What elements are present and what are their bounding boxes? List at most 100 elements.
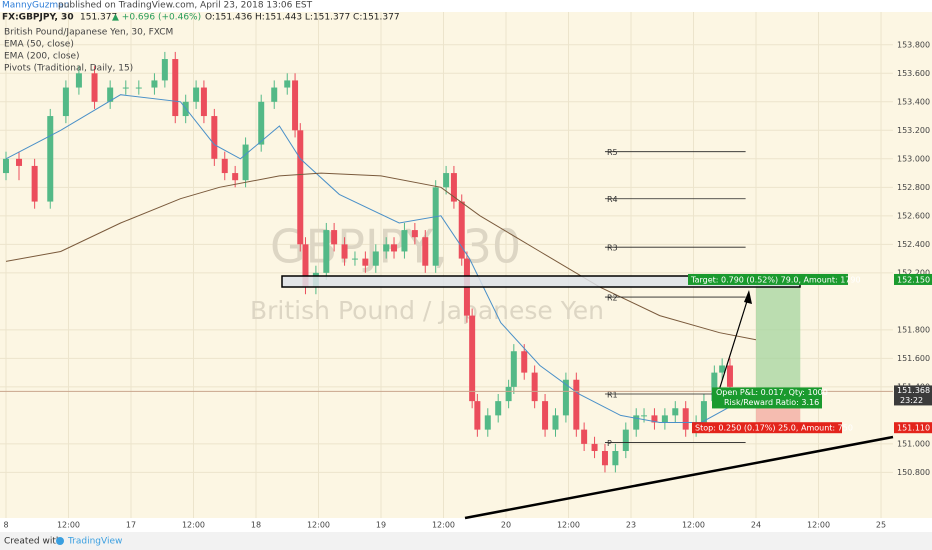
candle-body [521,351,528,373]
x-tick-label: 12:00 [432,521,455,530]
author: MannyGuzman [2,1,69,11]
pivot-label: R2 [607,294,618,303]
stop-price-box [894,422,932,434]
candle-body [351,258,358,260]
candle-body [242,144,249,181]
candle-body [542,401,549,430]
change: ▲ +0.696 (+0.46%) [112,13,201,23]
x-tick-label: 20 [501,521,511,530]
candle-body [383,244,390,252]
y-tick-label: 152.400 [897,240,930,249]
candle-body [495,401,502,416]
footer-bar [0,532,932,550]
candle-body [711,372,718,402]
published: published on TradingView.com, April 23, … [58,1,313,11]
pnl-box [712,387,822,409]
candle-body [573,379,580,430]
candle-body [469,315,476,402]
stop-text: Stop: 0.250 (0.17%) 25.0, Amount: 750 [695,424,853,433]
x-tick-label: 24 [751,521,761,530]
candle-body [135,87,142,89]
y-tick-label: 150.800 [897,468,930,477]
ema-line [5,172,757,341]
legend-entry: EMA (50, close) [4,40,74,50]
candle-body [672,408,679,416]
candle-body [601,451,608,466]
candle-body [422,237,429,266]
x-tick-label: 12:00 [807,521,830,530]
candle-body [633,415,640,430]
ohlc: O:151.436 H:151.443 L:151.377 C:151.377 [205,13,400,23]
plot-area [0,12,893,518]
countdown: 23:22 [900,396,923,405]
candle-body [331,230,338,245]
y-tick-label: 153.400 [897,97,930,106]
candle-body [591,443,598,452]
x-tick-label: 19 [376,521,386,530]
pivot-label: R3 [607,244,618,253]
y-tick-label: 152.600 [897,211,930,220]
candle-body [552,415,559,430]
x-tick-label: 17 [126,521,136,530]
candle-body [450,173,457,202]
candle-body [474,401,481,430]
x-tick-label: 23 [626,521,636,530]
x-tick-label: 8 [3,521,8,530]
candle-body [172,59,179,117]
candle-body [401,230,408,252]
x-tick-label: 18 [251,521,261,530]
candle-body [651,415,658,423]
footer-brand[interactable]: TradingView [67,537,122,547]
candle-body [458,201,465,259]
symbol: FX:GBPJPY, 30 [2,13,74,23]
candle-body [432,187,439,266]
price-axis [893,12,932,518]
current-price: 151.368 [897,386,930,395]
candle-body [726,365,733,387]
x-tick-label: 12:00 [682,521,705,530]
candle-body [719,365,726,373]
candle-body [193,87,200,102]
stop-box [692,422,842,434]
candle-body [661,415,668,423]
candle-body [510,351,517,387]
y-tick-label: 153.200 [897,126,930,135]
candle-body [484,415,491,430]
target-box [688,273,848,285]
candle-body [562,379,569,416]
candle-body [505,386,512,402]
watermark: British Pound / Japanese Yen [250,296,604,325]
candle-body [271,87,278,102]
legend-title: British Pound/Japanese Yen, 30, FXCM [4,28,173,38]
rr-text: Risk/Reward Ratio: 3.16 [724,398,819,407]
candle-body [161,59,168,81]
candle-body [302,244,309,288]
pivot-label: R1 [607,390,618,399]
candle-body [612,451,619,466]
x-tick-label: 12:00 [307,521,330,530]
candle-body [221,158,228,174]
target-price-box [894,273,932,285]
logo [56,537,64,545]
trend-line [464,435,894,520]
pivot-label: P [607,439,612,448]
pivot-label: R5 [607,148,618,157]
candle-body [641,415,648,417]
candle-body [362,258,369,266]
candle-body [292,80,299,131]
candle-body [16,158,23,166]
footer-created: Created with [4,537,62,547]
candle-body [2,158,9,174]
candle-body [151,80,158,88]
candle-body [211,116,218,159]
y-tick-label: 152.800 [897,183,930,192]
target-price: 152.150 [897,275,930,284]
legend-entry: Pivots (Traditional, Daily, 15) [4,64,133,74]
candle-body [391,244,398,252]
y-tick-label: 151.000 [897,439,930,448]
candle-body [323,230,330,273]
candle-body [200,87,207,117]
grid [0,12,893,518]
candle-body [443,173,450,188]
candle-body [284,80,291,88]
